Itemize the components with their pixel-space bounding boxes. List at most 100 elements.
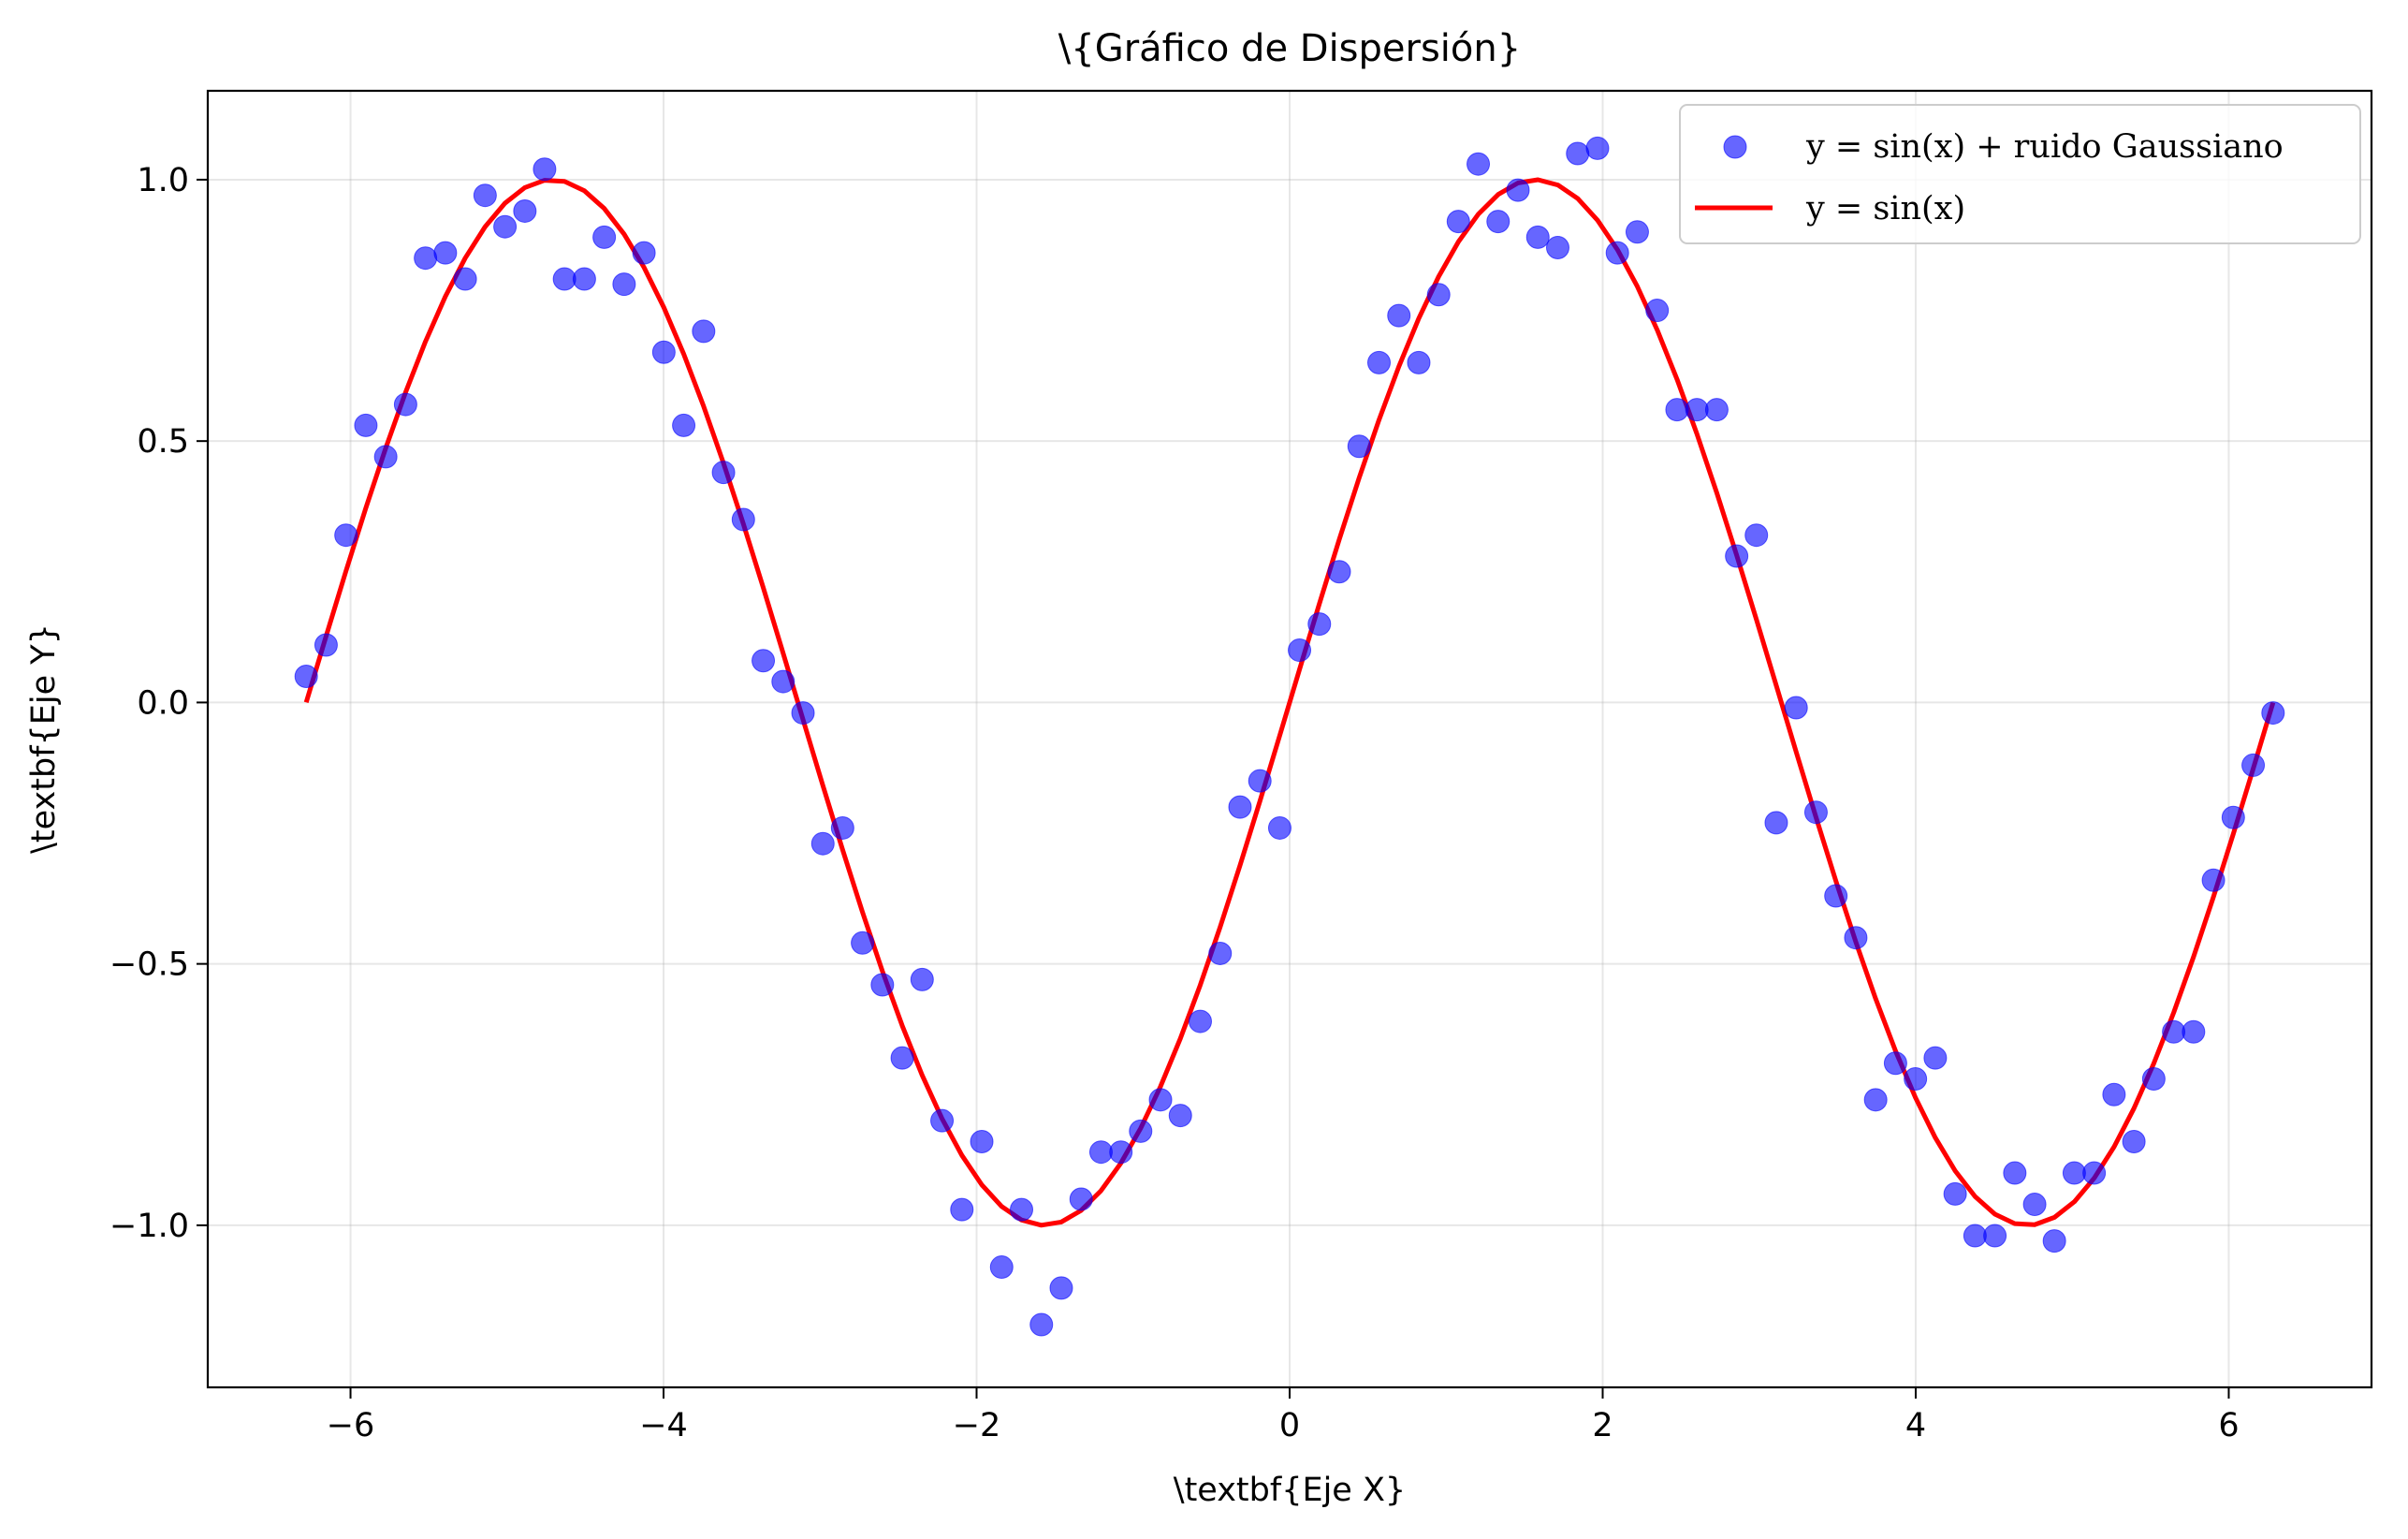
scatter-point bbox=[1049, 1276, 1073, 1300]
scatter-point bbox=[651, 340, 676, 364]
scatter-point bbox=[870, 973, 895, 997]
scatter-point bbox=[493, 214, 518, 239]
scatter-point bbox=[354, 413, 378, 437]
scatter-point bbox=[2102, 1082, 2126, 1107]
scatter-point bbox=[1288, 638, 1312, 663]
scatter-point bbox=[1228, 795, 1252, 819]
scatter-point bbox=[1189, 1009, 1212, 1033]
scatter-point bbox=[950, 1197, 974, 1222]
scatter-point bbox=[1863, 1088, 1888, 1112]
scatter-point bbox=[1010, 1197, 1034, 1222]
scatter-point bbox=[2022, 1193, 2047, 1217]
scatter-point bbox=[453, 267, 477, 291]
scatter-point bbox=[1506, 178, 1530, 202]
x-tick-label: 0 bbox=[1279, 1407, 1300, 1444]
legend: y = sin(x) + ruido Gaussiano y = sin(x) bbox=[1679, 104, 2361, 244]
scatter-point bbox=[2221, 805, 2245, 829]
scatter-point bbox=[1685, 398, 1709, 422]
scatter-point bbox=[1585, 136, 1610, 160]
y-tick-label: −0.5 bbox=[109, 946, 189, 984]
scatter-point bbox=[414, 246, 438, 271]
x-tick-label: −4 bbox=[639, 1407, 688, 1444]
scatter-point bbox=[731, 507, 755, 532]
axis-ticks: −6 −4 −2 0 2 4 6 −1.0 −0.5 0.0 0.5 1.0 bbox=[109, 162, 2240, 1444]
scatter-point bbox=[1824, 884, 1848, 908]
scatter-point bbox=[433, 241, 458, 265]
x-tick-label: 2 bbox=[1592, 1407, 1613, 1444]
scatter-point bbox=[1784, 696, 1808, 720]
scatter-point bbox=[2261, 701, 2285, 726]
scatter-point bbox=[1645, 299, 1670, 323]
scatter-point bbox=[513, 198, 537, 223]
scatter-point bbox=[1168, 1104, 1192, 1128]
scatter-point bbox=[1983, 1224, 2007, 1248]
scatter-point bbox=[2182, 1019, 2206, 1044]
scatter-point bbox=[1446, 210, 1470, 234]
scatter-point bbox=[1148, 1088, 1173, 1112]
scatter-point bbox=[830, 815, 854, 840]
scatter-point bbox=[2082, 1161, 2107, 1185]
scatter-point bbox=[2162, 1019, 2186, 1044]
scatter-point bbox=[1744, 523, 1769, 548]
scatter-point bbox=[592, 225, 617, 249]
scatter-point bbox=[1129, 1119, 1153, 1143]
y-tick-label: 1.0 bbox=[137, 162, 189, 199]
scatter-point bbox=[771, 669, 795, 694]
scatter-point bbox=[1467, 152, 1491, 176]
scatter-point bbox=[1943, 1181, 1967, 1206]
scatter-point bbox=[533, 157, 557, 182]
scatter-point bbox=[2241, 753, 2266, 777]
scatter-point bbox=[2201, 868, 2226, 892]
legend-scatter-marker bbox=[1723, 135, 1747, 159]
scatter-point bbox=[1605, 241, 1629, 265]
scatter-point bbox=[1545, 236, 1569, 260]
scatter-point bbox=[1347, 434, 1371, 459]
x-axis-label: \textbf{Eje X} bbox=[1174, 1472, 1406, 1509]
y-tick-label: 0.0 bbox=[137, 684, 189, 722]
scatter-point bbox=[393, 392, 417, 417]
scatter-point bbox=[2042, 1229, 2066, 1253]
legend-label-line: y = sin(x) bbox=[1805, 190, 1965, 227]
scatter-point bbox=[1904, 1067, 1928, 1091]
scatter-point bbox=[1566, 141, 1590, 166]
x-tick-label: −6 bbox=[327, 1407, 375, 1444]
scatter-point bbox=[2141, 1067, 2166, 1091]
scatter-point bbox=[1109, 1140, 1133, 1165]
scatter-point bbox=[711, 461, 736, 485]
scatter-point bbox=[334, 523, 358, 548]
scatter-point bbox=[1327, 560, 1351, 584]
y-axis-label: \textbf{Eje Y} bbox=[25, 623, 63, 854]
x-tick-label: −2 bbox=[953, 1407, 1001, 1444]
scatter-point bbox=[910, 967, 934, 991]
scatter-point bbox=[1525, 225, 1550, 249]
scatter-point bbox=[1088, 1140, 1113, 1165]
scatter-point bbox=[2003, 1161, 2027, 1185]
scatter-point bbox=[890, 1046, 914, 1070]
scatter-point bbox=[552, 267, 576, 291]
scatter-point bbox=[1803, 800, 1828, 825]
scatter-point bbox=[1844, 926, 1868, 950]
scatter-point bbox=[930, 1108, 955, 1133]
scatter-point bbox=[1407, 350, 1431, 374]
scatter-point bbox=[1387, 303, 1411, 328]
scatter-point bbox=[294, 664, 318, 688]
legend-label-scatter: y = sin(x) + ruido Gaussiano bbox=[1805, 128, 2284, 166]
scatter-point bbox=[1069, 1187, 1093, 1211]
scatter-point bbox=[612, 272, 636, 297]
scatter-point bbox=[314, 633, 338, 657]
scatter-point bbox=[1725, 544, 1749, 568]
y-tick-label: −1.0 bbox=[109, 1208, 189, 1245]
scatter-point bbox=[1307, 612, 1332, 637]
scatter-point bbox=[989, 1255, 1014, 1280]
scatter-point bbox=[2122, 1130, 2146, 1154]
scatter-point bbox=[791, 701, 815, 726]
scatter-point bbox=[1267, 815, 1292, 840]
scatter-point bbox=[1764, 811, 1788, 835]
scatter-point bbox=[473, 183, 497, 208]
scatter-point bbox=[752, 649, 776, 673]
scatter-points-layer bbox=[294, 136, 2285, 1337]
scatter-point bbox=[1883, 1051, 1907, 1076]
legend-box bbox=[1679, 104, 2361, 244]
